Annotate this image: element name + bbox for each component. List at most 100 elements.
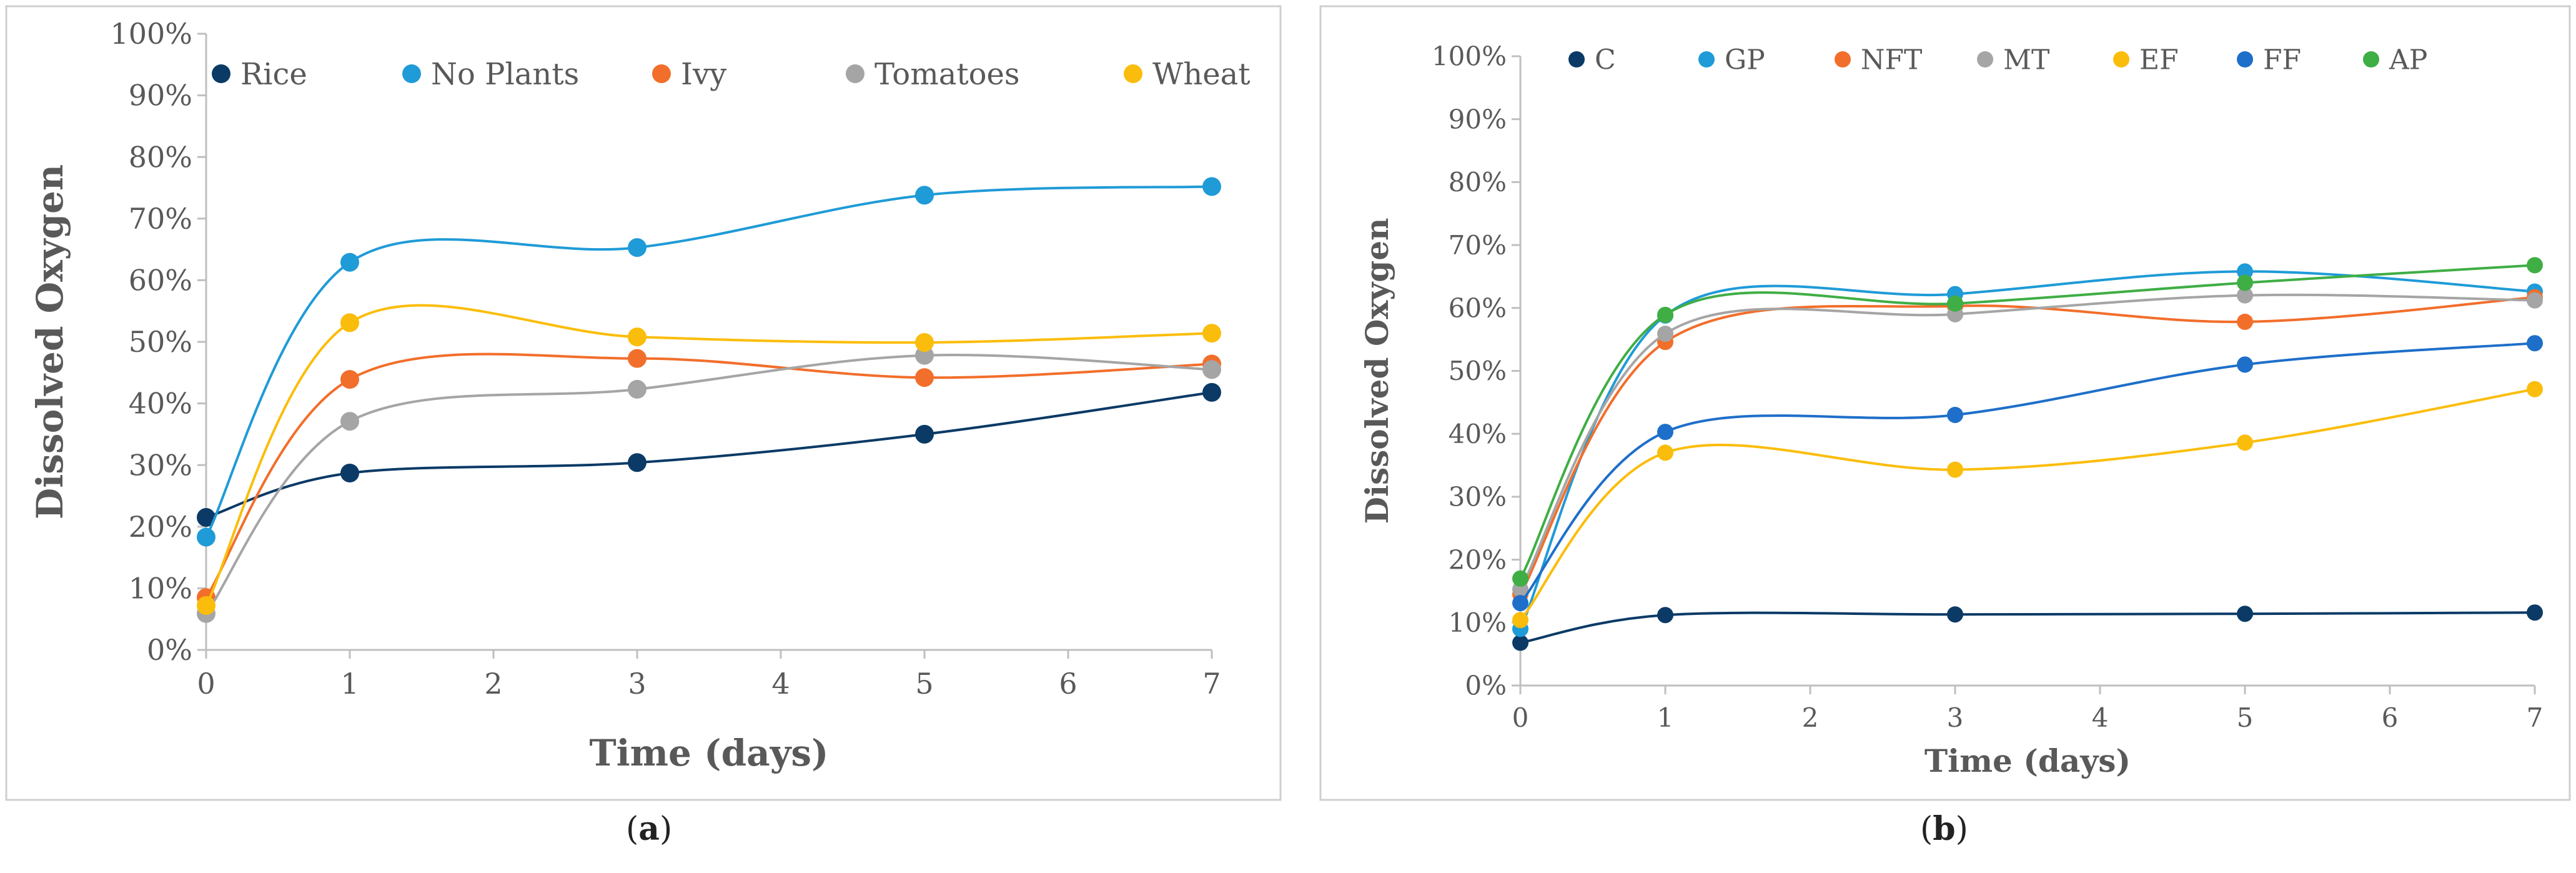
chart-b-data-point [2237, 356, 2253, 373]
chart-a-data-point [628, 327, 646, 347]
chart-b-x-tick-label: 1 [1657, 702, 1674, 733]
chart-b-data-point [1657, 424, 1673, 441]
chart-a-x-tick-label: 6 [1059, 667, 1077, 701]
chart-b-y-axis-label: Dissolved Oxygen [1359, 218, 1395, 524]
chart-a-data-point [1202, 177, 1221, 196]
chart-b-y-tick-label: 70% [1449, 230, 1507, 261]
chart-b-legend-label: GP [1725, 44, 1765, 76]
chart-b-series-c [1512, 604, 2543, 651]
chart-a-y-tick-label: 10% [129, 572, 192, 606]
chart-a-data-point [915, 368, 934, 387]
chart-a-legend-label: Ivy [681, 57, 726, 92]
chart-a-panel: 0% 10% 20% 30% 40% 50% 60% 70% 80% 90% 100% 0 1 2 3 4 5 6… [0, 0, 1287, 873]
chart-b-data-point [2527, 292, 2543, 309]
chart-b-x-tick-label: 4 [2092, 702, 2109, 733]
chart-a-legend-label: Tomatoes [874, 57, 1020, 92]
chart-a-y-tick-label: 80% [129, 140, 192, 174]
chart-a-data-point [197, 596, 215, 616]
chart-a-x-axis-label: Time (days) [589, 732, 828, 774]
chart-a-y-axis-label: Dissolved Oxygen [29, 164, 71, 519]
chart-b-legend-label: MT [2003, 44, 2049, 76]
chart-b-plot: 0% 10% 20% 30% 40% 50% 60% 70% 80% 90% 100% 0 1 2 3 4 5 6… [1359, 41, 2543, 779]
chart-b-data-point [2237, 274, 2253, 291]
chart-b-caption: (b) [1920, 810, 1968, 848]
chart-a-x-tick-label: 0 [197, 667, 215, 701]
chart-b-data-point [2527, 381, 2543, 397]
chart-b-svg: 0% 10% 20% 30% 40% 50% 60% 70% 80% 90% 100% 0 1 2 3 4 5 6… [1319, 5, 2571, 801]
chart-a-data-point [340, 370, 359, 389]
chart-a-data-point [915, 346, 934, 365]
chart-a-caption: (a) [626, 810, 673, 848]
chart-a-legend-marker [1124, 64, 1142, 83]
chart-a-series-tomatoes [197, 346, 1221, 623]
chart-b-legend-marker [1568, 51, 1585, 67]
chart-b-x-tick-label: 6 [2382, 702, 2399, 733]
chart-b-data-point [1512, 595, 1528, 612]
chart-a-y-tick-label: 90% [129, 79, 192, 112]
chart-a-legend-label: No Plants [431, 57, 579, 92]
chart-b-data-point [1512, 612, 1528, 629]
chart-b-legend-marker [2363, 51, 2379, 67]
chart-a-x-tick-label: 1 [340, 667, 359, 701]
chart-a-x-tick-label: 7 [1202, 667, 1221, 701]
chart-a-caption-label: a [638, 810, 660, 848]
chart-b-legend-label: AP [2389, 44, 2427, 76]
chart-a-legend-label: Rice [240, 57, 307, 92]
chart-a-data-point [340, 412, 359, 431]
chart-a-data-point [1202, 324, 1221, 343]
chart-a-x-tick-label: 4 [771, 667, 790, 701]
chart-b-legend-marker [2237, 51, 2253, 67]
chart-b-data-point [1512, 634, 1528, 651]
chart-a-y-tick-label: 70% [129, 202, 192, 236]
chart-b-data-point [2527, 604, 2543, 621]
chart-a-data-point [915, 424, 934, 444]
chart-b-data-point [2237, 313, 2253, 330]
chart-b-data-point [2527, 257, 2543, 274]
chart-b-data-point [2237, 606, 2253, 622]
chart-a-data-point [1202, 382, 1221, 402]
chart-a-data-point [628, 453, 646, 472]
chart-b-border [1319, 5, 2571, 801]
chart-a-legend-marker [846, 64, 864, 83]
chart-a-data-point [628, 238, 646, 257]
chart-a-svg: 0% 10% 20% 30% 40% 50% 60% 70% 80% 90% 100% 0 1 2 3 4 5 6… [5, 5, 1282, 801]
chart-a-data-point [628, 379, 646, 399]
chart-b-y-tick-label: 10% [1449, 607, 1507, 638]
chart-a-series-no-plants [197, 177, 1221, 547]
chart-a-data-point [628, 349, 646, 368]
chart-b-series-ef [1512, 381, 2543, 629]
chart-a-y-tick-label: 20% [129, 510, 192, 544]
chart-b-data-point [1947, 606, 1963, 623]
chart-a-legend-marker [652, 64, 671, 83]
chart-a-legend-marker [402, 64, 421, 83]
chart-a-data-point [915, 186, 934, 205]
chart-a-x-tick-label: 2 [484, 667, 502, 701]
chart-b-data-point [1657, 444, 1673, 461]
chart-b-data-point [1657, 607, 1673, 624]
chart-a-border [5, 5, 1282, 801]
chart-b-y-tick-label: 20% [1449, 544, 1507, 575]
chart-b-x-tick-label: 2 [1802, 702, 1819, 733]
chart-b-y-tick-label: 90% [1449, 104, 1507, 134]
chart-b-legend-label: C [1595, 44, 1616, 76]
chart-b-x-tick-label: 3 [1947, 702, 1964, 733]
chart-b-y-tick-label: 40% [1449, 419, 1507, 449]
chart-b-legend-marker [2113, 51, 2129, 67]
chart-b-legend-label: EF [2139, 44, 2179, 76]
chart-b-series-ap [1512, 257, 2543, 587]
chart-a-legend-marker [212, 64, 230, 83]
chart-a-data-point [340, 313, 359, 332]
chart-b-data-point [1947, 406, 1963, 423]
chart-b-legend-marker [1977, 51, 1993, 67]
chart-a-legend-label: Wheat [1152, 57, 1251, 92]
chart-b-data-point [2237, 434, 2253, 451]
chart-a-x-tick-label: 5 [915, 667, 933, 701]
chart-a-data-point [1202, 360, 1221, 379]
chart-b-x-axis-label: Time (days) [1925, 742, 2131, 779]
chart-b-caption-label: b [1933, 810, 1956, 848]
chart-b-x-tick-label: 7 [2527, 702, 2544, 733]
chart-b-x-tick-label: 5 [2237, 702, 2254, 733]
chart-a-data-point [197, 527, 215, 547]
chart-a-y-tick-label: 100% [110, 17, 192, 51]
chart-b-y-tick-label: 30% [1449, 482, 1507, 512]
